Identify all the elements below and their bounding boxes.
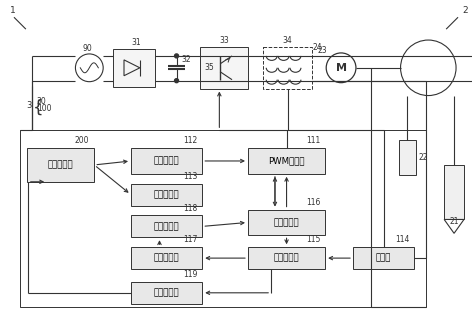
Bar: [131, 216, 202, 237]
Bar: [131, 148, 202, 174]
Bar: [399, 140, 416, 175]
Text: 112: 112: [183, 136, 197, 145]
Text: 31: 31: [131, 38, 141, 47]
Circle shape: [174, 54, 179, 58]
Bar: [248, 210, 325, 235]
Bar: [248, 247, 325, 269]
Text: 33: 33: [219, 36, 229, 45]
Text: 过载保护部: 过载保护部: [154, 288, 180, 297]
Text: 30: 30: [37, 97, 46, 106]
Text: 111: 111: [306, 136, 320, 145]
Text: 114: 114: [395, 235, 410, 244]
Bar: [263, 47, 312, 88]
Text: 32: 32: [182, 55, 191, 64]
Bar: [444, 165, 464, 219]
Bar: [353, 247, 414, 269]
Text: 3: 3: [27, 101, 32, 110]
Bar: [113, 49, 155, 87]
Text: 116: 116: [306, 198, 320, 207]
Text: 34: 34: [283, 36, 292, 45]
Bar: [20, 130, 426, 307]
Text: M: M: [336, 63, 346, 73]
Text: 118: 118: [183, 204, 197, 213]
Text: 22: 22: [419, 153, 428, 162]
Bar: [131, 247, 202, 269]
Bar: [131, 282, 202, 304]
Text: 117: 117: [183, 235, 197, 244]
Text: 115: 115: [306, 235, 320, 244]
Bar: [201, 47, 248, 88]
Text: 35: 35: [204, 63, 214, 72]
Text: 上位控制器: 上位控制器: [48, 161, 73, 169]
Text: 90: 90: [82, 44, 92, 53]
Text: 23: 23: [317, 46, 327, 55]
Text: 降频部: 降频部: [376, 254, 392, 263]
Text: 抑制评价部: 抑制评价部: [154, 254, 180, 263]
Text: 频率变更部: 频率变更部: [274, 218, 300, 227]
Text: 2: 2: [462, 6, 468, 15]
Bar: [27, 148, 94, 182]
Text: 200: 200: [75, 136, 89, 145]
Text: PWM控制部: PWM控制部: [268, 156, 305, 166]
Text: 驱动控制部: 驱动控制部: [154, 156, 180, 166]
Bar: [131, 184, 202, 206]
Text: 基本阻止部: 基本阻止部: [154, 190, 180, 199]
Text: 1: 1: [10, 6, 16, 15]
Text: 发热评价部: 发热评价部: [274, 254, 300, 263]
Text: 21: 21: [449, 217, 459, 226]
Text: 100: 100: [37, 104, 51, 113]
Circle shape: [174, 79, 179, 83]
Text: 113: 113: [183, 172, 197, 181]
Bar: [248, 148, 325, 174]
Text: 速减停止部: 速减停止部: [154, 222, 180, 231]
Text: {: {: [33, 99, 44, 117]
Text: 119: 119: [183, 270, 197, 279]
Text: 24: 24: [312, 43, 322, 52]
